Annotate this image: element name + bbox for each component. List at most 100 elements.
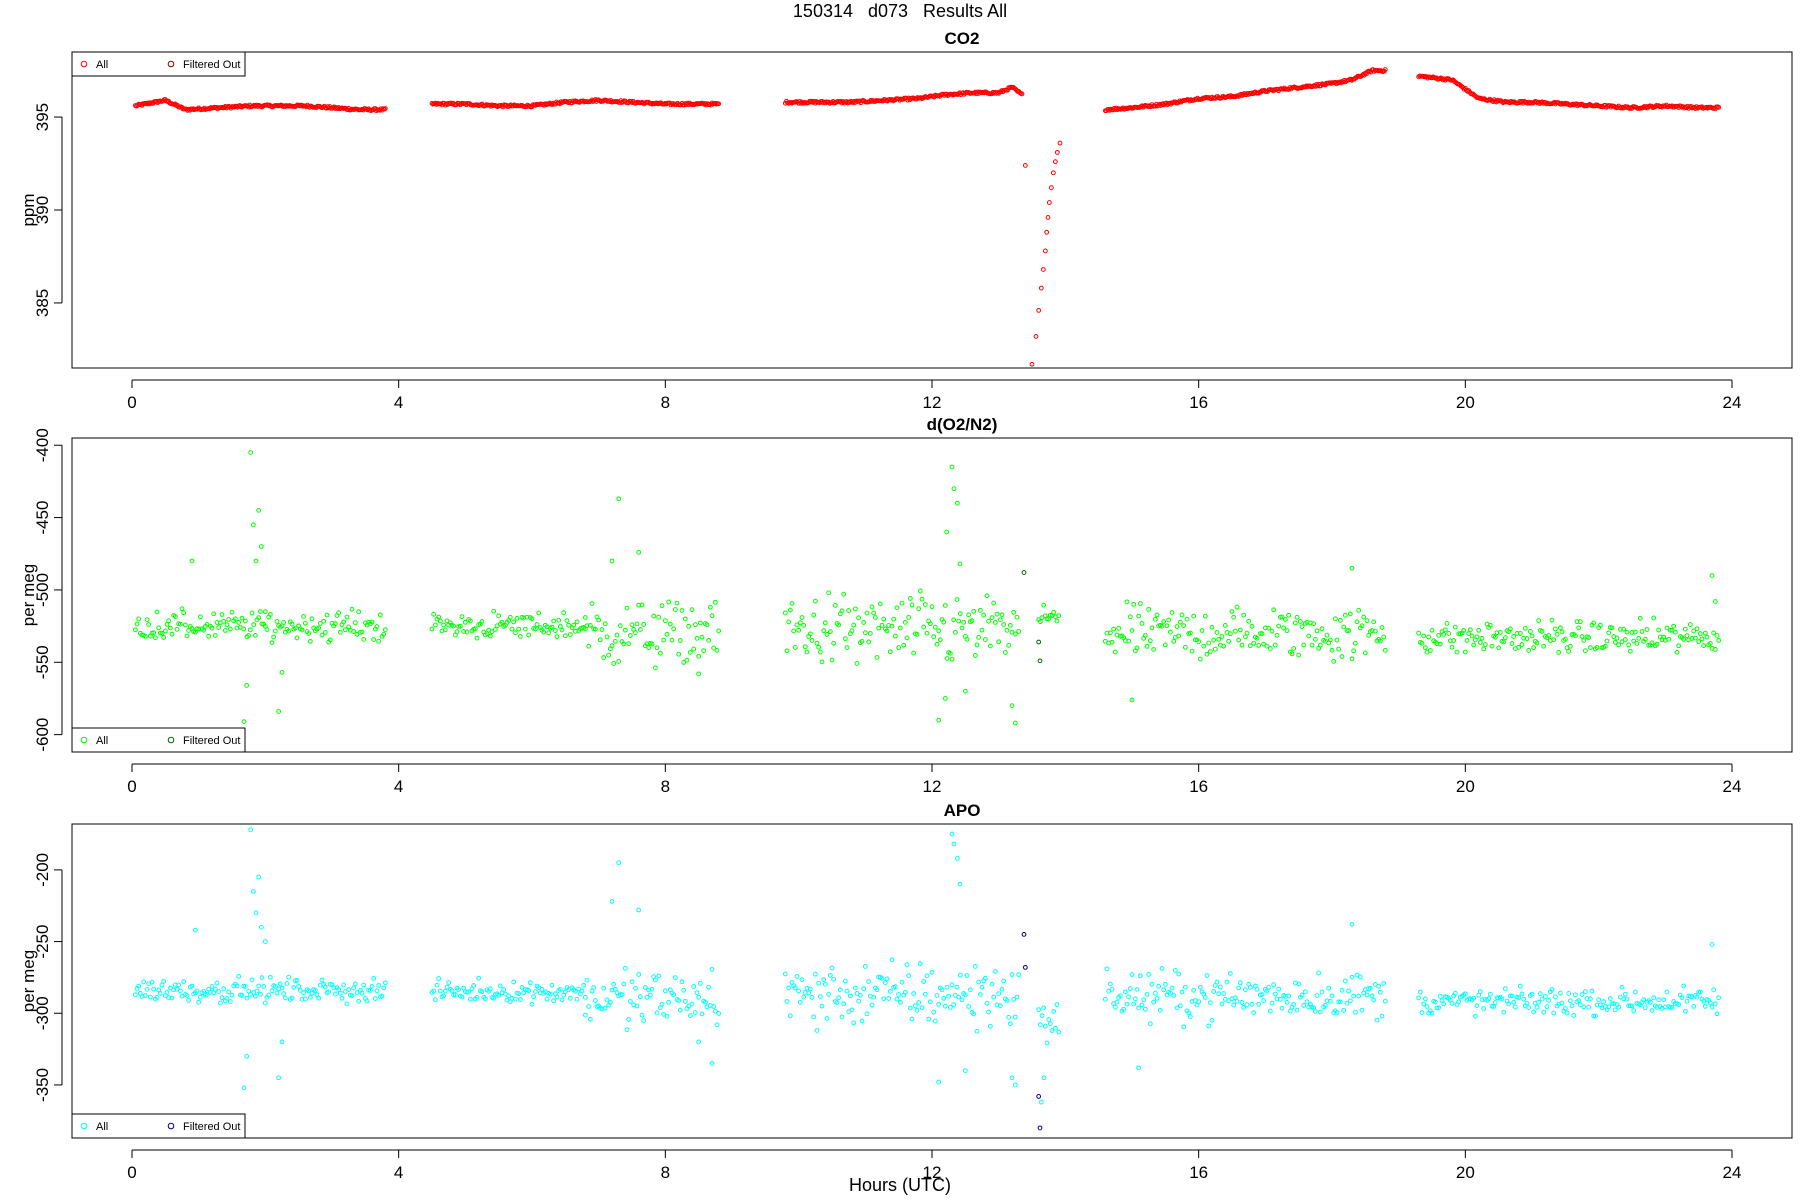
data-point: [248, 827, 254, 833]
data-point: [666, 999, 672, 1005]
data-point: [1572, 992, 1578, 998]
data-point: [1522, 625, 1528, 631]
data-point: [361, 982, 367, 988]
data-point: [1234, 604, 1240, 610]
data-point: [1011, 609, 1017, 615]
data-point: [567, 995, 573, 1001]
data-point: [896, 645, 902, 651]
x-axis: 0 4 8 12 16 20 24: [127, 763, 1741, 796]
data-point: [1036, 1094, 1042, 1099]
data-point: [1672, 629, 1678, 635]
data-point: [954, 597, 960, 602]
data-point: [1369, 993, 1375, 999]
data-point: [141, 979, 147, 985]
data-point: [592, 626, 598, 632]
data-point: [831, 640, 837, 646]
data-point: [786, 619, 792, 625]
data-point: [634, 621, 640, 627]
data-point: [1696, 639, 1702, 645]
data-point: [1124, 1001, 1130, 1007]
data-point: [226, 989, 232, 995]
data-point: [1129, 628, 1135, 633]
data-point: [344, 1001, 350, 1007]
data-point: [1209, 1017, 1215, 1023]
data-point: [1637, 615, 1643, 621]
data-point: [1211, 637, 1217, 643]
data-point: [786, 985, 792, 991]
data-point: [826, 590, 832, 596]
data-point: [949, 464, 955, 470]
data-point: [1146, 606, 1152, 612]
data-point: [224, 996, 230, 1001]
data-point: [1151, 647, 1157, 652]
data-point: [356, 609, 362, 615]
data-point: [1131, 601, 1137, 607]
data-point: [1549, 617, 1555, 623]
data-point: [1664, 989, 1670, 995]
data-point: [934, 641, 940, 647]
data-point: [1346, 628, 1352, 633]
data-point: [212, 633, 218, 638]
data-point: [1496, 645, 1502, 651]
data-point: [672, 975, 678, 981]
data-point: [1482, 642, 1488, 647]
data-point: [937, 637, 943, 643]
data-point: [517, 634, 523, 639]
data-point: [811, 1014, 817, 1020]
data-point: [1356, 993, 1362, 999]
data-point: [661, 637, 667, 643]
data-point: [639, 602, 645, 608]
data-point: [1264, 643, 1270, 649]
data-point: [612, 638, 618, 644]
data-point: [248, 450, 254, 455]
data-point: [1191, 987, 1197, 993]
x-tick-label: 24: [1723, 1163, 1742, 1182]
data-point: [814, 1028, 820, 1033]
data-point: [1711, 987, 1717, 993]
panel-title: d(O2/N2): [927, 415, 998, 434]
data-point: [646, 645, 652, 651]
data-point: [849, 1007, 855, 1013]
data-point: [497, 983, 503, 989]
x-tick-label: 12: [923, 777, 942, 796]
data-point: [964, 636, 970, 642]
data-point: [962, 688, 968, 694]
data-point: [682, 998, 688, 1004]
data-point: [1199, 628, 1205, 633]
data-point: [211, 611, 217, 617]
data-point: [1627, 648, 1633, 654]
data-point: [244, 995, 250, 1001]
data-point: [1174, 1005, 1180, 1011]
data-point: [842, 978, 848, 984]
data-point: [1187, 1014, 1193, 1019]
data-point: [506, 993, 512, 999]
data-point: [877, 601, 883, 607]
data-point: [539, 987, 545, 992]
x-tick-label: 20: [1456, 1163, 1475, 1182]
data-point: [617, 992, 623, 998]
data-point: [562, 633, 568, 639]
data-point: [326, 989, 332, 995]
data-point: [649, 641, 655, 647]
data-point: [1219, 634, 1225, 639]
data-point: [1044, 1040, 1050, 1046]
data-point: [1709, 573, 1715, 578]
data-point: [1692, 635, 1698, 641]
data-point: [656, 973, 662, 979]
data-point: [1712, 647, 1718, 652]
data-point: [1236, 985, 1242, 991]
data-point: [956, 618, 962, 624]
data-point: [636, 972, 642, 977]
data-point: [944, 529, 950, 535]
data-point: [382, 627, 388, 632]
data-point: [342, 989, 348, 995]
y-tick-label: -200: [33, 853, 52, 887]
data-point: [151, 630, 157, 636]
data-point: [582, 1012, 588, 1018]
data-point: [1419, 640, 1425, 646]
data-point: [869, 604, 875, 610]
data-point: [144, 986, 150, 992]
data-point: [529, 616, 535, 622]
legend: All Filtered Out: [71, 1113, 246, 1139]
